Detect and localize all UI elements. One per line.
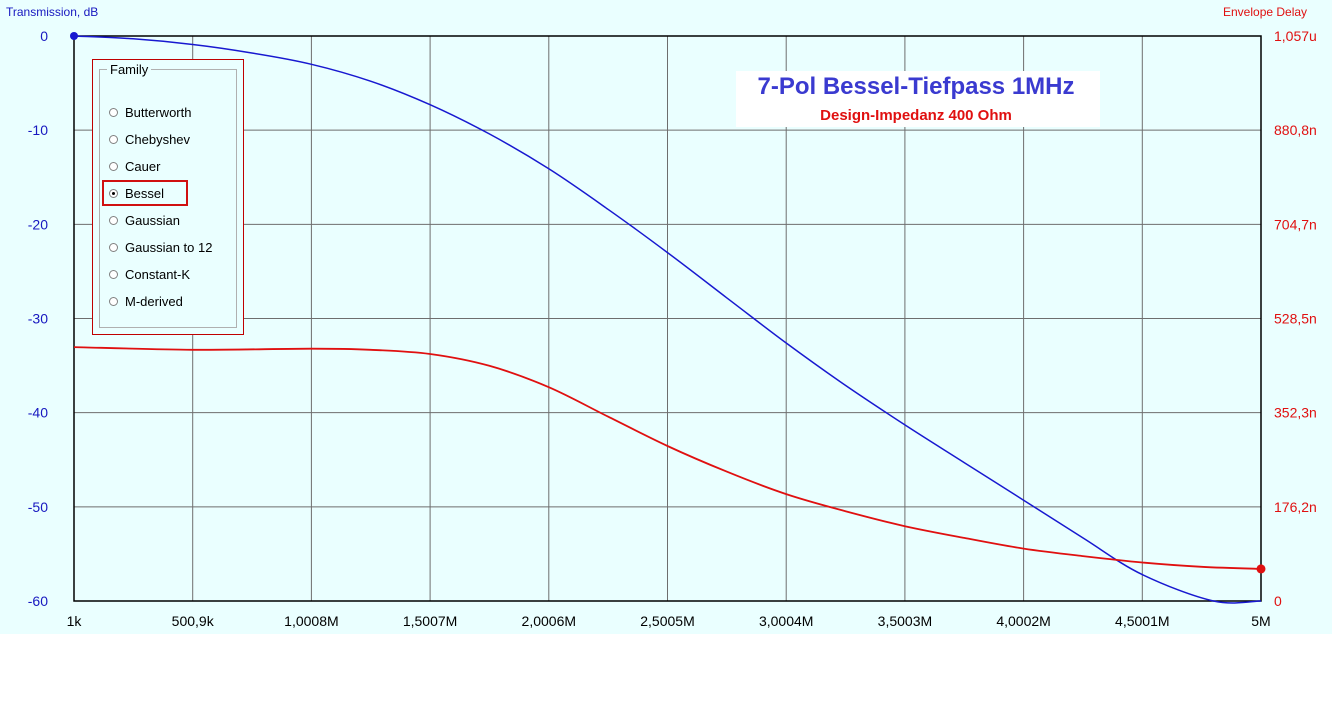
y-right-tick-label: 1,057u xyxy=(1274,28,1317,44)
left-axis-title: Transmission, dB xyxy=(6,5,99,19)
x-tick-label: 4,0002M xyxy=(996,613,1050,629)
chart-subtitle: Design-Impedanz 400 Ohm xyxy=(820,107,1012,124)
x-tick-label: 3,0004M xyxy=(759,613,813,629)
radio-icon[interactable] xyxy=(109,296,118,306)
transmission-cursor-marker xyxy=(70,32,78,40)
family-option-gaussian-to-12[interactable]: Gaussian to 12 xyxy=(109,237,212,257)
y-left-tick-label: -20 xyxy=(28,216,48,232)
x-tick-label: 1,0008M xyxy=(284,613,338,629)
y-right-tick-label: 704,7n xyxy=(1274,216,1317,232)
family-group-frame xyxy=(99,69,237,328)
y-right-tick-label: 528,5n xyxy=(1274,311,1317,327)
chart-title: 7-Pol Bessel-Tiefpass 1MHz xyxy=(757,73,1075,100)
plot-frame xyxy=(73,35,1262,602)
x-tick-label: 3,5003M xyxy=(878,613,932,629)
y-left-tick-label: -50 xyxy=(28,499,48,515)
family-option-gaussian[interactable]: Gaussian xyxy=(109,210,180,230)
y-left-tick-label: -10 xyxy=(28,122,48,138)
x-tick-label: 5M xyxy=(1251,613,1270,629)
y-left-tick-label: -40 xyxy=(28,405,48,421)
family-option-label: Cauer xyxy=(125,158,161,174)
family-option-label: Butterworth xyxy=(125,104,192,120)
radio-icon[interactable] xyxy=(109,242,118,252)
family-option-label: Bessel xyxy=(125,185,165,201)
family-option-chebyshev[interactable]: Chebyshev xyxy=(109,129,190,149)
x-tick-label: 4,5001M xyxy=(1115,613,1169,629)
x-tick-label: 1k xyxy=(67,613,83,629)
y-left-tick-label: 0 xyxy=(40,28,48,44)
family-option-bessel[interactable]: Bessel xyxy=(102,180,189,206)
radio-icon[interactable] xyxy=(109,269,118,279)
family-option-m-derived[interactable]: M-derived xyxy=(109,291,183,311)
right-axis-title: Envelope Delay xyxy=(1223,5,1308,19)
family-group-box: Family Butterworth Chebyshev Cauer Bessel Ga… xyxy=(92,59,244,335)
y-left-tick-label: -60 xyxy=(28,593,48,609)
family-option-constant-k[interactable]: Constant-K xyxy=(109,264,190,284)
x-tick-label: 1,5007M xyxy=(403,613,457,629)
radio-icon[interactable] xyxy=(109,215,118,225)
family-option-cauer[interactable]: Cauer xyxy=(109,156,160,176)
family-option-label: Gaussian xyxy=(125,212,180,228)
delay-series-line xyxy=(73,346,1262,570)
radio-icon[interactable] xyxy=(109,107,118,117)
delay-cursor-marker xyxy=(1256,564,1266,574)
chart-annotation: 7-Pol Bessel-Tiefpass 1MHz Design-Impeda… xyxy=(736,71,1100,127)
y-right-tick-label: 352,3n xyxy=(1274,405,1317,421)
family-option-butterworth[interactable]: Butterworth xyxy=(109,102,191,122)
transmission-series-line xyxy=(73,35,1262,604)
radio-icon[interactable] xyxy=(109,188,118,198)
y-right-tick-label: 0 xyxy=(1274,593,1282,609)
x-tick-label: 2,0006M xyxy=(522,613,576,629)
x-tick-label: 2,5005M xyxy=(640,613,694,629)
y-right-tick-label: 880,8n xyxy=(1274,122,1317,138)
y-right-tick-label: 176,2n xyxy=(1274,499,1317,515)
family-option-label: M-derived xyxy=(125,293,183,309)
family-option-label: Gaussian to 12 xyxy=(125,239,213,255)
y-left-tick-label: -30 xyxy=(28,311,48,327)
family-option-label: Chebyshev xyxy=(125,131,191,147)
radio-icon[interactable] xyxy=(109,134,118,144)
family-option-label: Constant-K xyxy=(125,266,191,282)
radio-icon[interactable] xyxy=(109,161,118,171)
family-group-label: Family xyxy=(107,62,152,77)
x-tick-label: 500,9k xyxy=(172,613,215,629)
